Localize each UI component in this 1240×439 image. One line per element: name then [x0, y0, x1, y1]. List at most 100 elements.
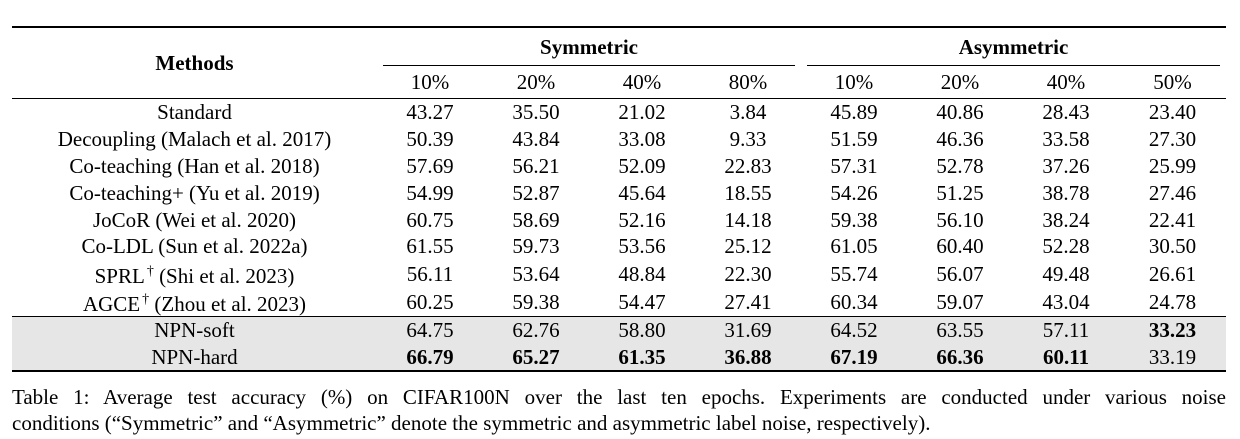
method-citation: (Shi et al. 2023): [159, 263, 295, 288]
value-cell: 45.89: [830, 100, 878, 125]
value-cell: 25.12: [724, 234, 772, 259]
value-cell: 65.27: [483, 343, 589, 372]
table-row: Standard 43.27 35.50 21.02 3.84 45.89 40.86 28.…: [12, 99, 1226, 126]
value-cell: 57.31: [830, 153, 878, 178]
value-cell: 66.79: [377, 343, 483, 372]
value-cell: 52.09: [618, 153, 666, 178]
value-cell: 53.64: [512, 261, 560, 286]
value-cell: 54.99: [406, 180, 454, 205]
method-name: JoCoR: [92, 207, 151, 232]
value-cell: 31.69: [695, 315, 802, 344]
value-cell: 24.78: [1148, 289, 1197, 314]
method-citation: (Yu et al. 2019): [189, 180, 320, 205]
value-cell: 27.41: [724, 289, 772, 314]
method-cell: Co-teaching (Han et al. 2018): [12, 153, 377, 180]
value-cell: 26.61: [1148, 261, 1197, 286]
value-cell: 64.52: [801, 315, 908, 344]
value-cell: 60.11: [1013, 343, 1120, 372]
method-citation: (Han et al. 2018): [177, 153, 320, 178]
method-cell: JoCoR (Wei et al. 2020): [12, 206, 377, 233]
value-cell: 60.25: [406, 289, 454, 314]
value-cell: 57.69: [406, 153, 454, 178]
value-cell: 3.84: [729, 100, 767, 125]
value-cell: 57.11: [1013, 315, 1120, 344]
method-name: Co-teaching: [69, 153, 173, 178]
method-cell: Decoupling (Malach et al. 2017): [12, 126, 377, 153]
method-name: NPN-hard: [12, 343, 377, 372]
value-cell: 38.24: [1042, 207, 1090, 232]
value-cell: 52.16: [618, 207, 666, 232]
value-cell: 67.19: [801, 343, 908, 372]
method-citation: (Sun et al. 2022a): [158, 234, 308, 259]
method-name: Standard: [157, 100, 232, 125]
value-cell: 30.50: [1148, 234, 1197, 259]
value-cell: 22.30: [724, 261, 772, 286]
table-row-proposed: NPN-soft 64.75 62.76 58.80 31.69 64.52 63.55 57…: [12, 315, 1227, 344]
noise-level-header: 50%: [1119, 66, 1227, 99]
value-cell: 59.38: [830, 207, 878, 232]
caption-line-1: Table 1: Average test accuracy (%) on CI…: [12, 385, 1226, 409]
value-cell: 33.19: [1119, 343, 1227, 372]
methods-header: Methods: [12, 26, 377, 99]
method-citation: (Malach et al. 2017): [160, 127, 332, 152]
value-cell: 46.36: [936, 127, 984, 152]
table-row: Co-LDL (Sun et al. 2022a) 61.55 59.73 53.56…: [12, 233, 1226, 260]
method-cell: AGCE † (Zhou et al. 2023): [12, 288, 377, 317]
value-cell: 56.07: [936, 261, 984, 286]
table-row-proposed: NPN-hard 66.79 65.27 61.35 36.88 67.19 66.36 60…: [12, 343, 1227, 372]
value-cell: 62.76: [483, 315, 589, 344]
value-cell: 49.48: [1042, 261, 1090, 286]
value-cell: 14.18: [724, 207, 772, 232]
value-cell: 25.99: [1148, 153, 1197, 178]
value-cell: 59.38: [512, 289, 560, 314]
value-cell: 22.83: [724, 153, 772, 178]
value-cell: 52.78: [936, 153, 984, 178]
value-cell: 56.11: [406, 261, 454, 286]
method-citation: (Wei et al. 2020): [155, 207, 297, 232]
results-table: Methods Symmetric Asymmetric 10% 20% 40% 80…: [12, 26, 1227, 372]
table-caption: Table 1: Average test accuracy (%) on CI…: [12, 384, 1226, 436]
value-cell: 60.75: [406, 207, 454, 232]
results-body: Standard 43.27 35.50 21.02 3.84 45.89 40.86 28.…: [12, 99, 1227, 372]
value-cell: 38.78: [1042, 180, 1090, 205]
value-cell: 58.80: [589, 315, 695, 344]
value-cell: 45.64: [618, 180, 666, 205]
noise-level-header: 40%: [1013, 66, 1120, 99]
value-cell: 23.40: [1148, 100, 1197, 125]
value-cell: 40.86: [936, 100, 984, 125]
value-cell: 64.75: [377, 315, 483, 344]
method-cell: Co-LDL (Sun et al. 2022a): [12, 233, 377, 260]
dagger-mark: †: [146, 263, 154, 279]
value-cell: 36.88: [695, 343, 802, 372]
value-cell: 66.36: [907, 343, 1014, 372]
value-cell: 48.84: [618, 261, 666, 286]
value-cell: 59.73: [512, 234, 560, 259]
value-cell: 27.30: [1148, 127, 1197, 152]
value-cell: 51.25: [936, 180, 984, 205]
table-row: AGCE † (Zhou et al. 2023) 60.25 59.38 54.47 2…: [12, 288, 1226, 317]
value-cell: 43.84: [512, 127, 560, 152]
method-cell: SPRL † (Shi et al. 2023): [12, 260, 377, 288]
value-cell: 52.87: [512, 180, 560, 205]
value-cell: 63.55: [907, 315, 1014, 344]
value-cell: 56.10: [936, 207, 984, 232]
value-cell: 54.26: [830, 180, 878, 205]
asymmetric-group-header: Asymmetric: [801, 26, 1227, 66]
method-name: Co-teaching+: [69, 180, 184, 205]
value-cell: 28.43: [1042, 100, 1090, 125]
method-cell: Co-teaching+ (Yu et al. 2019): [12, 179, 377, 206]
value-cell: 58.69: [512, 207, 560, 232]
noise-level-header: 10%: [801, 66, 908, 99]
value-cell: 55.74: [830, 261, 878, 286]
value-cell: 27.46: [1148, 180, 1197, 205]
table-row: Co-teaching (Han et al. 2018) 57.69 56.21 5…: [12, 153, 1226, 180]
value-cell: 33.08: [618, 127, 666, 152]
value-cell: 61.55: [406, 234, 454, 259]
value-cell: 51.59: [830, 127, 878, 152]
symmetric-group-header: Symmetric: [377, 26, 802, 66]
value-cell: 43.04: [1042, 289, 1090, 314]
value-cell: 21.02: [618, 100, 666, 125]
method-name: SPRL: [94, 263, 145, 288]
value-cell: 18.55: [724, 180, 772, 205]
value-cell: 22.41: [1148, 207, 1197, 232]
